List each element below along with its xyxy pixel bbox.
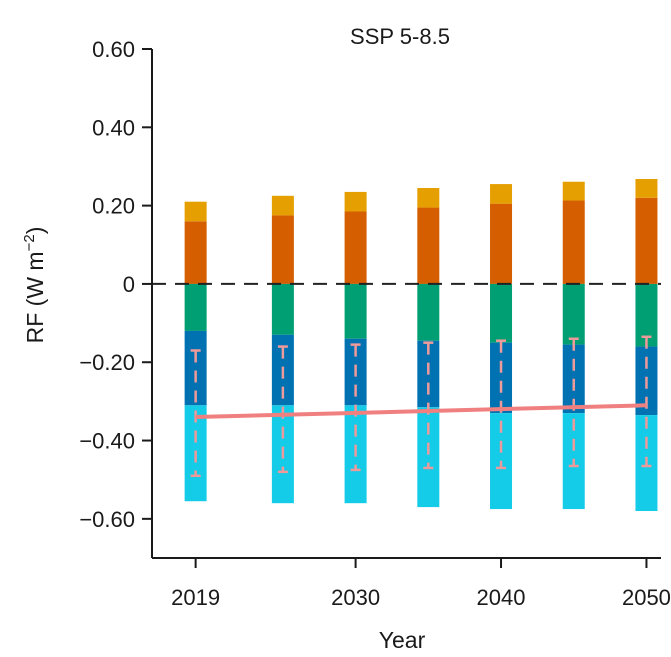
bar-segment-1-0: [184, 201, 207, 222]
x-tick-label-2: 2040: [477, 585, 526, 610]
x-tick-label-0: 2019: [171, 585, 220, 610]
y-tick-label-4: −0.20: [79, 350, 135, 375]
y-axis-title-main: RF (W m: [22, 251, 48, 343]
bar-segment-1-2: [344, 191, 367, 212]
y-tick-label-6: −0.60: [79, 507, 135, 532]
bar-segment-0-0: [184, 221, 207, 284]
bar-segment-2-0: [184, 283, 207, 331]
y-axis-title: RF (W m−2): [21, 227, 48, 344]
bar-segment-0-6: [635, 197, 658, 284]
bar-segment-4-3: [417, 407, 440, 508]
bar-segment-2-5: [562, 283, 585, 345]
x-axis-title: Year: [379, 627, 426, 653]
net-line: [195, 403, 647, 420]
y-axis-title-sup: −2: [21, 234, 38, 251]
chart-title: SSP 5-8.5: [350, 24, 450, 49]
bars: [184, 178, 658, 512]
bar-segment-0-3: [417, 207, 440, 284]
y-tick-label-0: 0.60: [92, 37, 135, 62]
y-axis: 0.60 0.40 0.20 0 −0.20 −0.40 −0.60: [79, 37, 153, 558]
bar-segment-2-4: [490, 283, 513, 343]
x-axis: 2019 2030 2040 2050: [152, 557, 671, 610]
bar-segment-2-3: [417, 283, 440, 341]
y-tick-label-5: −0.40: [79, 429, 135, 454]
bar-segment-0-4: [490, 203, 513, 284]
y-axis-title-close: ): [22, 227, 48, 235]
bar-segment-0-5: [562, 200, 585, 284]
bar-segment-1-1: [271, 195, 294, 216]
error-bars: [190, 335, 652, 478]
bar-segment-0-1: [271, 215, 294, 284]
bar-segment-3-4: [490, 342, 513, 414]
bar-segment-0-2: [344, 211, 367, 284]
x-tick-label-1: 2030: [331, 585, 380, 610]
y-tick-label-3: 0: [123, 272, 135, 297]
bar-segment-2-2: [344, 283, 367, 339]
x-tick-label-3: 2050: [622, 585, 671, 610]
bar-segment-1-3: [417, 187, 440, 208]
y-tick-label-1: 0.40: [92, 115, 135, 140]
bar-segment-1-5: [562, 181, 585, 201]
bar-segment-1-4: [490, 184, 513, 204]
y-tick-label-2: 0.20: [92, 194, 135, 219]
bar-segment-2-1: [271, 283, 294, 335]
bar-segment-3-0: [184, 330, 207, 406]
bar-segment-1-6: [635, 178, 658, 198]
bar-segment-2-6: [635, 283, 658, 347]
